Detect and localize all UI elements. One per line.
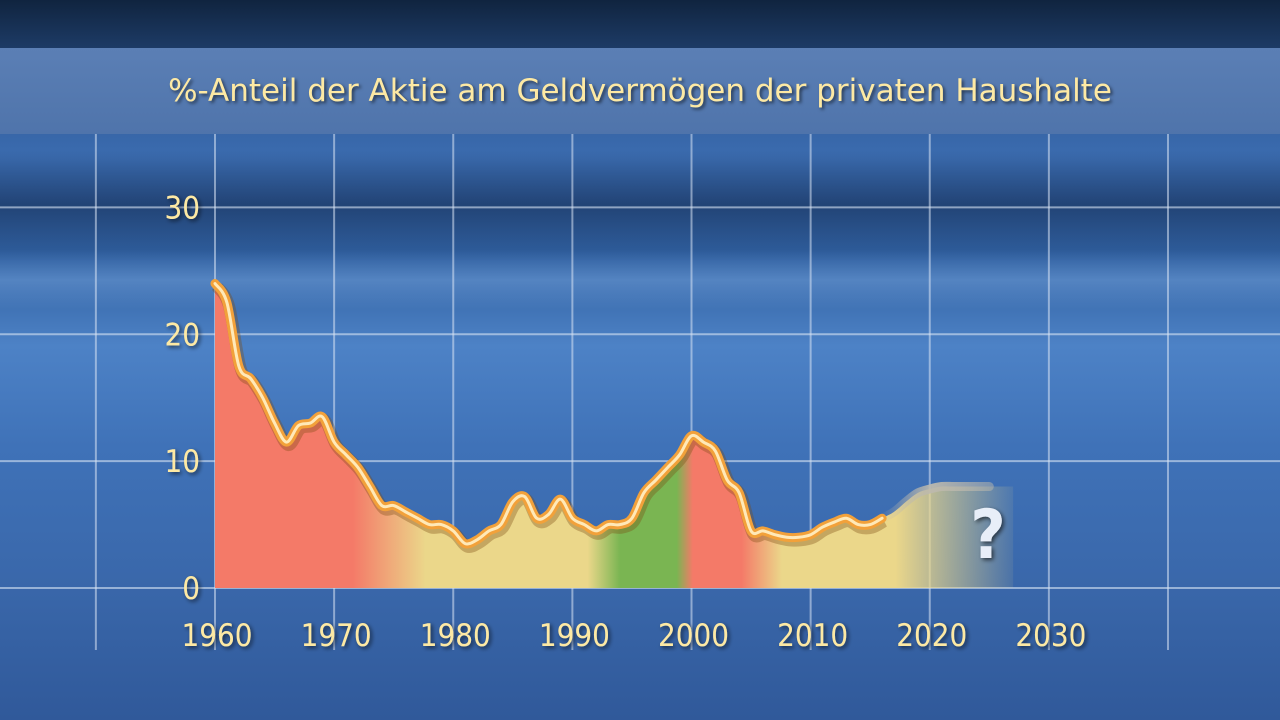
- x-tick-label: 2030: [1015, 618, 1086, 654]
- x-tick-label: 2000: [658, 618, 729, 654]
- x-tick-label: 2020: [896, 618, 967, 654]
- x-tick-label: 1990: [539, 618, 610, 654]
- chart-title: %-Anteil der Aktie am Geldvermögen der p…: [168, 73, 1112, 109]
- y-tick-label: 20: [165, 317, 200, 353]
- title-banner: %-Anteil der Aktie am Geldvermögen der p…: [0, 48, 1280, 134]
- y-tick-label: 30: [165, 190, 200, 226]
- y-axis-ticks: 0 10 20 30: [165, 190, 200, 607]
- question-mark-annotation: ?: [970, 496, 1006, 575]
- x-tick-label: 1970: [301, 618, 372, 654]
- x-tick-label: 1980: [420, 618, 491, 654]
- projection-line: [865, 481, 994, 530]
- y-tick-label: 10: [165, 444, 200, 480]
- x-tick-label: 1960: [182, 618, 253, 654]
- x-tick-label: 2010: [777, 618, 848, 654]
- line-layer: [210, 279, 994, 553]
- series-line-highlight: [213, 282, 884, 546]
- x-axis-ticks: 1960 1970 1980 1990 2000 2010 2020 2030: [182, 618, 1087, 654]
- y-tick-label: 0: [182, 571, 200, 607]
